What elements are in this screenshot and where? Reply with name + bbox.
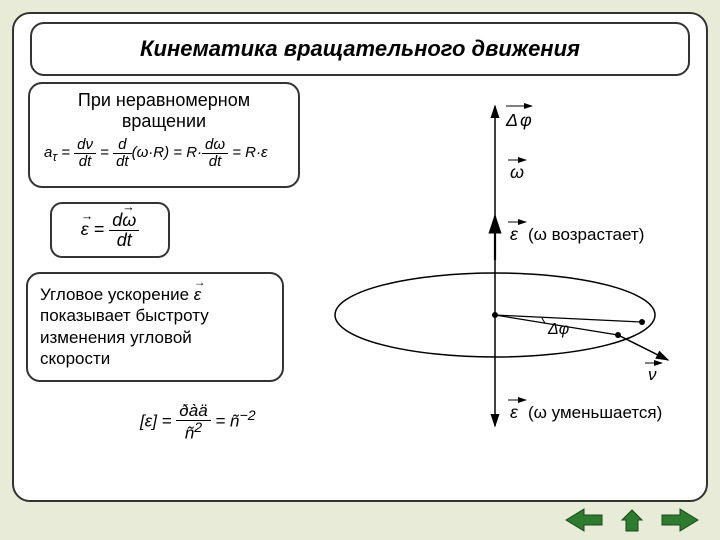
unit-formula: [ε] = ðàäñ2 = ñ−2 (140, 402, 256, 442)
svg-text:ν: ν (648, 365, 657, 384)
epsilon-formula: ε = dωdt (81, 211, 139, 250)
eps-shrink-label: (ω уменьшается) (528, 403, 662, 422)
svg-text:ω: ω (510, 162, 524, 182)
nav-next-button[interactable] (658, 506, 702, 534)
svg-text:ε: ε (510, 402, 519, 422)
subtitle-box: При неравномерном вращении aτ = dνdt = d… (28, 82, 300, 188)
svg-text:Δφ: Δφ (547, 321, 569, 338)
subtitle-text: При неравномерном вращении (40, 90, 288, 131)
nav-button-group (562, 506, 702, 534)
svg-text:ε: ε (510, 224, 519, 244)
svg-text:φ: φ (520, 110, 532, 130)
page-title: Кинематика вращательного движения (140, 36, 580, 62)
description-box: Угловое ускорение ε показывает быстроту … (26, 272, 284, 382)
rotation-diagram: Δ φ ω ε (ω возрастает) Δφ ν ε (ω уменьша… (320, 100, 690, 440)
svg-text:Δ: Δ (505, 110, 518, 130)
epsilon-definition-box: ε = dωdt (50, 202, 170, 258)
eps-grow-label: (ω возрастает) (528, 225, 644, 244)
title-box: Кинематика вращательного движения (30, 22, 690, 76)
nav-home-button[interactable] (610, 506, 654, 534)
nav-prev-button[interactable] (562, 506, 606, 534)
tangential-accel-formula: aτ = dνdt = ddt(ω·R) = R·dωdt = R·ε (40, 137, 288, 170)
description-text: Угловое ускорение ε показывает быстроту … (40, 284, 270, 369)
